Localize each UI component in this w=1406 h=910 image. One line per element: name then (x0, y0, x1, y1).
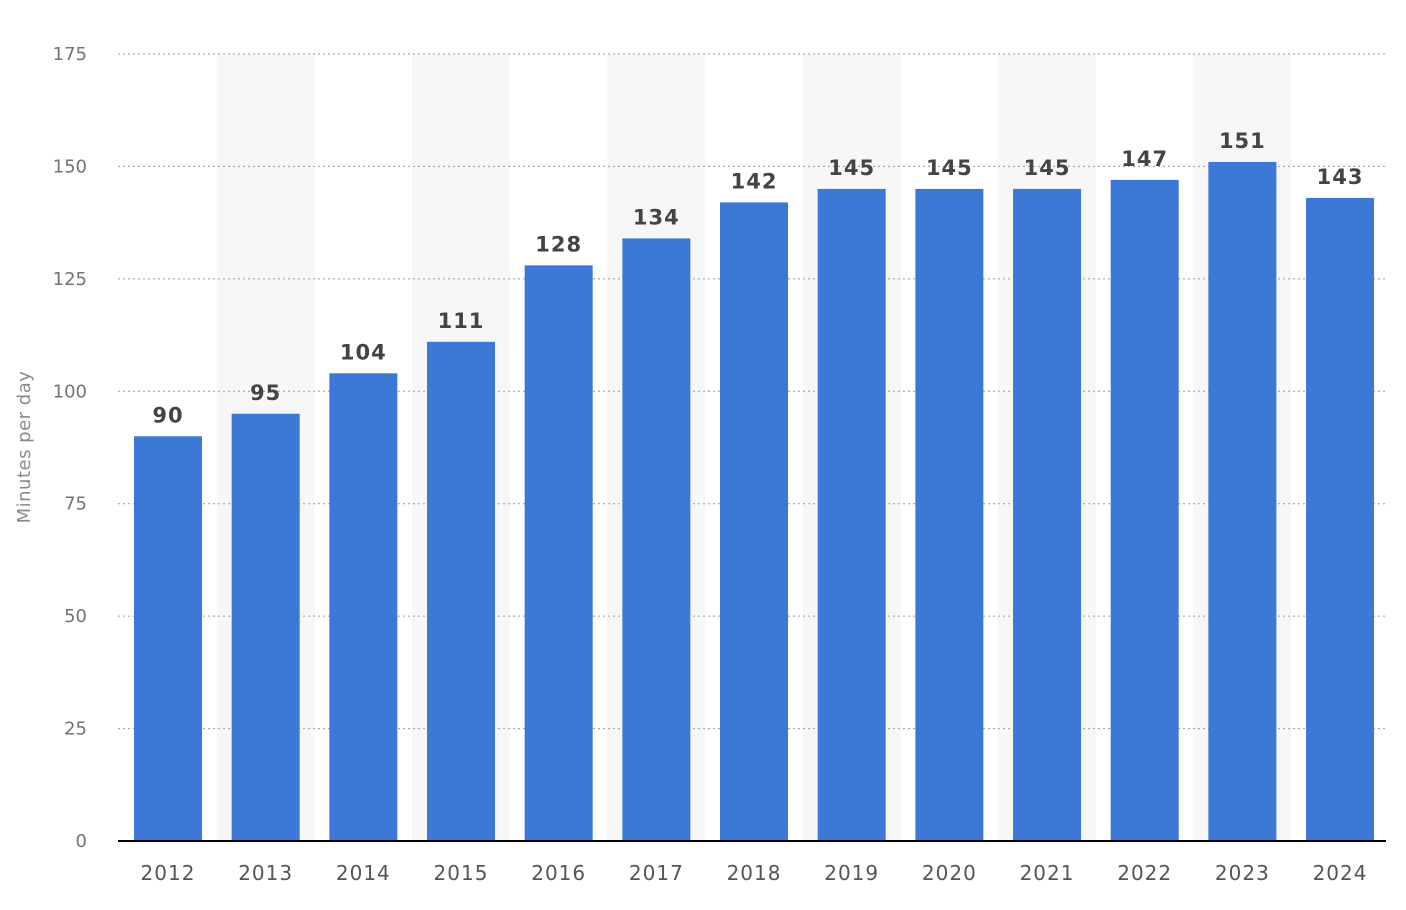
bar (1306, 197, 1375, 841)
x-tick-label: 2023 (1215, 861, 1270, 885)
data-label: 90 (152, 403, 183, 427)
x-tick-label: 2013 (238, 861, 293, 885)
bar (1013, 188, 1082, 841)
y-tick-label: 50 (64, 606, 87, 627)
data-labels: 90 95 104 111 128 134 142 145 145 145 147 151 143 (152, 129, 1364, 427)
x-tick-label: 2014 (336, 861, 391, 885)
y-tick-label: 125 (53, 269, 87, 290)
x-tick-label: 2021 (1020, 861, 1075, 885)
y-tick-label: 0 (76, 831, 87, 852)
bar (622, 238, 691, 841)
y-tick-label: 25 (64, 719, 87, 740)
x-tick-label: 2020 (922, 861, 977, 885)
bar (134, 436, 202, 841)
x-tick-label: 2012 (141, 861, 196, 885)
x-tick-label: 2015 (434, 861, 489, 885)
data-label: 145 (1024, 156, 1071, 180)
x-tick-label: 2016 (531, 861, 586, 885)
y-axis-title: Minutes per day (14, 371, 35, 524)
x-axis-ticks: 2012 2013 2014 2015 2016 2017 2018 2019 2020 2021… (141, 861, 1368, 885)
data-label: 111 (438, 309, 485, 333)
x-tick-label: 2024 (1313, 861, 1368, 885)
y-tick-label: 75 (64, 494, 87, 515)
bar (817, 188, 886, 841)
bar (231, 413, 300, 841)
data-label: 145 (828, 156, 875, 180)
x-tick-label: 2017 (629, 861, 684, 885)
data-label: 147 (1121, 147, 1168, 171)
data-label: 128 (535, 232, 582, 256)
bar (427, 341, 496, 841)
y-tick-label: 150 (53, 156, 87, 177)
y-axis-ticks: 0 25 50 75 100 125 150 175 (53, 44, 87, 852)
x-tick-label: 2018 (727, 861, 782, 885)
bar (720, 202, 789, 842)
data-label: 142 (731, 169, 778, 193)
bar (524, 265, 593, 841)
data-label: 143 (1317, 165, 1364, 189)
x-tick-label: 2022 (1117, 861, 1172, 885)
data-label: 151 (1219, 129, 1266, 153)
data-label: 134 (633, 205, 680, 229)
data-label: 95 (250, 381, 281, 405)
bars (134, 161, 1375, 842)
bar (1110, 179, 1179, 842)
bar (1208, 161, 1277, 842)
bar (915, 188, 984, 841)
y-tick-label: 175 (53, 44, 87, 65)
bar (329, 373, 398, 841)
x-tick-label: 2019 (824, 861, 879, 885)
data-label: 104 (340, 340, 387, 364)
y-tick-label: 100 (53, 381, 87, 402)
data-label: 145 (926, 156, 973, 180)
